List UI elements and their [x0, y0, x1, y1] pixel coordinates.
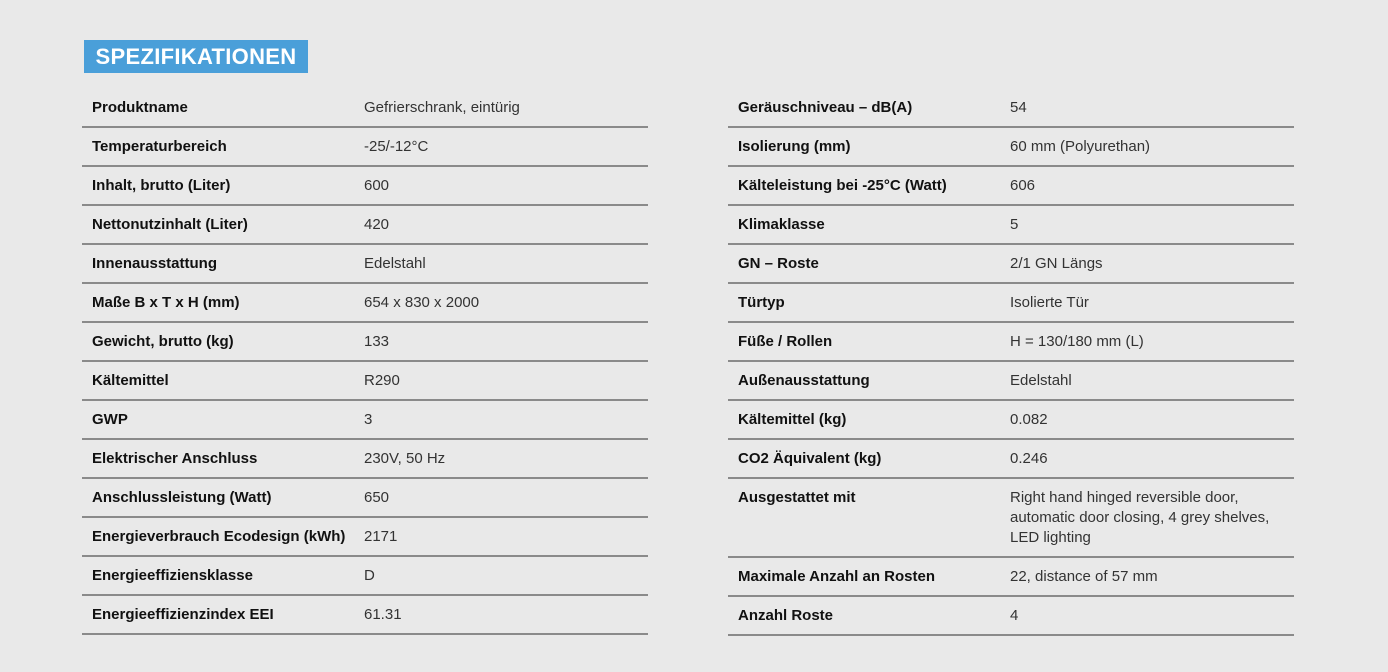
spec-label: Elektrischer Anschluss [92, 450, 258, 467]
spec-value: Right hand hinged reversible door, autom… [1010, 489, 1270, 546]
spec-value: 5 [1010, 216, 1019, 233]
spec-value: H = 130/180 mm (L) [1010, 333, 1144, 350]
spec-label: GWP [92, 411, 128, 428]
spec-row: Temperaturbereich -25/-12°C [82, 128, 648, 167]
spec-label: Anzahl Roste [738, 607, 834, 624]
spec-label: Füße / Rollen [738, 333, 833, 350]
spec-value: Gefrierschrank, eintürig [364, 99, 520, 116]
spec-row: Füße / Rollen H = 130/180 mm (L) [728, 323, 1294, 362]
spec-row: Innenausstattung Edelstahl [82, 245, 648, 284]
spec-row: Außenausstattung Edelstahl [728, 362, 1294, 401]
spec-value: 2/1 GN Längs [1010, 255, 1103, 272]
spec-value: 650 [364, 489, 390, 506]
spec-value: 133 [364, 333, 390, 350]
spec-label: Innenausstattung [92, 255, 218, 272]
spec-label: Maße B x T x H (mm) [92, 294, 240, 311]
spec-row: Maximale Anzahl an Rosten 22, distance of… [728, 558, 1294, 597]
spec-row: Ausgestattet mit Right hand hinged revers… [728, 479, 1294, 558]
spec-row: Energieeffizienzindex EEI 61.31 [82, 596, 648, 635]
spec-label: Anschlussleistung (Watt) [92, 489, 272, 506]
spec-label: Geräuschniveau – dB(A) [738, 99, 913, 116]
spec-label: Kälteleistung bei -25°C (Watt) [738, 177, 947, 194]
spec-row: GN – Roste 2/1 GN Längs [728, 245, 1294, 284]
spec-row: Energieeffiziensklasse D [82, 557, 648, 596]
spec-value: Edelstahl [1010, 372, 1072, 389]
spec-label: Inhalt, brutto (Liter) [92, 177, 231, 194]
spec-row: Kältemittel R290 [82, 362, 648, 401]
spec-row: Maße B x T x H (mm) 654 x 830 x 2000 [82, 284, 648, 323]
spec-value: 0.246 [1010, 450, 1048, 467]
spec-label: Energieverbrauch Ecodesign (kWh) [92, 528, 346, 545]
spec-row: Türtyp Isolierte Tür [728, 284, 1294, 323]
spec-label: Ausgestattet mit [738, 489, 856, 506]
spec-label: CO2 Äquivalent (kg) [738, 450, 882, 467]
spec-label: Kältemittel [92, 372, 169, 389]
spec-value: 54 [1010, 99, 1027, 116]
spec-row: Produktname Gefrierschrank, eintürig [82, 89, 648, 128]
spec-row: Isolierung (mm) 60 mm (Polyurethan) [728, 128, 1294, 167]
spec-value: 654 x 830 x 2000 [364, 294, 480, 311]
spec-value: 22, distance of 57 mm [1010, 568, 1158, 585]
spec-value: 60 mm (Polyurethan) [1010, 138, 1151, 155]
spec-value: 606 [1010, 177, 1036, 194]
spec-label: Energieeffiziensklasse [92, 567, 253, 584]
spec-value: 0.082 [1010, 411, 1048, 428]
spec-row: Klimaklasse 5 [728, 206, 1294, 245]
spec-label: Produktname [92, 99, 188, 116]
spec-row: CO2 Äquivalent (kg) 0.246 [728, 440, 1294, 479]
spec-table-left: Produktname Gefrierschrank, eintürig Tempe… [82, 89, 648, 635]
spec-label: Temperaturbereich [92, 138, 227, 155]
spec-value: D [364, 567, 375, 584]
spec-row: Elektrischer Anschluss 230V, 50 Hz [82, 440, 648, 479]
spec-label: Kältemittel (kg) [738, 411, 847, 428]
section-title: SPEZIFIKATIONEN [84, 40, 308, 73]
spec-row: Geräuschniveau – dB(A) 54 [728, 89, 1294, 128]
spec-value: 61.31 [364, 606, 402, 623]
spec-row: GWP 3 [82, 401, 648, 440]
spec-row: Anzahl Roste 4 [728, 597, 1294, 636]
spec-row: Inhalt, brutto (Liter) 600 [82, 167, 648, 206]
spec-value: 230V, 50 Hz [364, 450, 446, 467]
spec-value: R290 [364, 372, 400, 389]
spec-value: Isolierte Tür [1010, 294, 1089, 311]
spec-row: Energieverbrauch Ecodesign (kWh) 2171 [82, 518, 648, 557]
spec-label: Außenausstattung [738, 372, 870, 389]
spec-value: 3 [364, 411, 373, 428]
spec-label: Isolierung (mm) [738, 138, 851, 155]
spec-row: Kältemittel (kg) 0.082 [728, 401, 1294, 440]
spec-label: Klimaklasse [738, 216, 825, 233]
spec-value: Edelstahl [364, 255, 426, 272]
spec-value: -25/-12°C [364, 138, 429, 155]
spec-value: 420 [364, 216, 390, 233]
spec-value: 600 [364, 177, 390, 194]
spec-row: Gewicht, brutto (kg) 133 [82, 323, 648, 362]
spec-label: GN – Roste [738, 255, 819, 272]
spec-label: Energieeffizienzindex EEI [92, 606, 274, 623]
spec-value: 4 [1010, 607, 1019, 624]
spec-value: 2171 [364, 528, 398, 545]
spec-row: Anschlussleistung (Watt) 650 [82, 479, 648, 518]
spec-label: Maximale Anzahl an Rosten [738, 568, 935, 585]
spec-label: Gewicht, brutto (kg) [92, 333, 234, 350]
spec-label: Nettonutzinhalt (Liter) [92, 216, 248, 233]
spec-table-right: Geräuschniveau – dB(A) 54 Isolierung (mm) 6… [728, 89, 1294, 636]
spec-row: Kälteleistung bei -25°C (Watt) 606 [728, 167, 1294, 206]
spec-label: Türtyp [738, 294, 785, 311]
spec-row: Nettonutzinhalt (Liter) 420 [82, 206, 648, 245]
